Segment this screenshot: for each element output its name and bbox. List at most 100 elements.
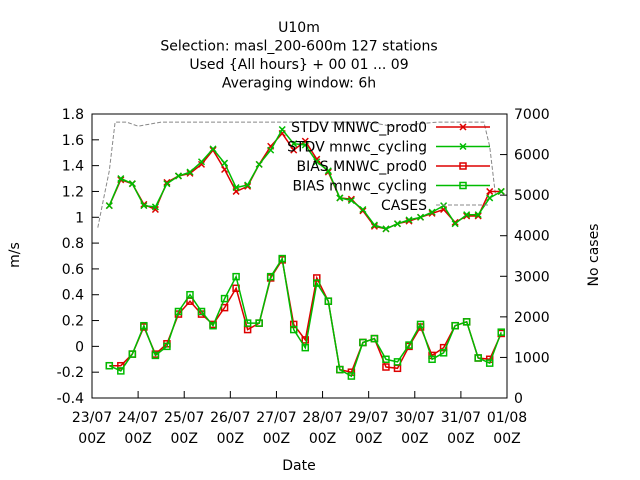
y2-tick-label: 4000 xyxy=(514,229,550,245)
data-point-marker xyxy=(336,194,344,202)
data-point-marker xyxy=(174,307,183,316)
series-stdv-mnwc-cycling xyxy=(105,125,505,233)
data-point-marker xyxy=(209,145,217,153)
title-line: Used {All hours} + 00 01 ... 09 xyxy=(189,57,408,73)
legend-label: BIAS mnwc_cycling xyxy=(292,179,427,195)
y-tick-label: 1 xyxy=(75,210,84,226)
x-tick-label-date: 01/08 xyxy=(487,410,527,426)
x-tick-label-date: 29/07 xyxy=(348,410,388,426)
y2-axis-label: No cases xyxy=(586,224,602,287)
data-point-marker xyxy=(209,321,217,330)
data-point-marker xyxy=(301,336,310,344)
x-tick-label-hour: 00Z xyxy=(355,431,382,447)
legend-label: STDV MNWC_prod0 xyxy=(291,120,427,136)
data-point-marker xyxy=(417,213,425,221)
data-point-marker xyxy=(428,208,436,216)
data-point-marker xyxy=(463,211,471,219)
data-point-marker xyxy=(186,168,194,176)
data-point-marker xyxy=(497,187,505,195)
plot-frame xyxy=(91,113,508,399)
data-point-marker xyxy=(382,225,390,233)
x-tick-label-hour: 00Z xyxy=(401,431,428,447)
y-axis-label: m/s xyxy=(7,242,23,268)
y2-tick-label: 5000 xyxy=(514,188,550,204)
data-point-marker xyxy=(163,180,171,188)
chart-title: U10m Selection: masl_200-600m 127 station… xyxy=(160,20,437,92)
data-point-marker xyxy=(459,181,467,190)
plot-axes: -0.4 -0.2 0 0.2 0.4 0.6 0.8 1 1.2 1.4 1.6 1.8 0 1000 2… xyxy=(57,107,550,447)
data-point-marker xyxy=(393,358,402,366)
data-point-marker xyxy=(244,182,252,190)
data-point-marker xyxy=(117,367,125,375)
x-tick-label-hour: 00Z xyxy=(78,431,105,447)
data-point-marker xyxy=(232,184,240,192)
data-point-marker xyxy=(163,178,171,186)
data-point-marker xyxy=(267,146,275,154)
data-point-marker xyxy=(462,318,471,326)
data-point-marker xyxy=(313,279,321,287)
x-tick-label-date: 25/07 xyxy=(164,410,204,426)
data-point-marker xyxy=(451,220,459,228)
x-axis-label: Date xyxy=(282,458,315,474)
data-point-marker xyxy=(336,365,344,374)
data-point-marker xyxy=(485,359,494,367)
y-tick-label: 0.6 xyxy=(62,262,84,278)
data-point-marker xyxy=(105,202,113,210)
data-point-marker xyxy=(243,319,252,327)
data-point-marker xyxy=(459,162,467,170)
data-point-marker xyxy=(186,169,194,177)
x-tick-label-hour: 00Z xyxy=(217,431,244,447)
y2-tick-label: 3000 xyxy=(514,269,550,285)
data-point-marker xyxy=(301,343,310,352)
title-line: U10m xyxy=(278,20,320,36)
data-point-marker xyxy=(370,334,379,343)
data-point-marker xyxy=(255,160,263,168)
data-point-marker xyxy=(105,361,114,370)
data-point-marker xyxy=(313,158,321,166)
data-point-marker xyxy=(140,321,148,330)
series-bias-mnwc-cycling xyxy=(105,254,505,380)
title-line: Selection: masl_200-600m 127 stations xyxy=(160,39,437,55)
legend: STDV MNWC_prod0 STDV mnwc_cycling BIAS MNW… xyxy=(287,120,490,214)
y2-tick-label: 6000 xyxy=(514,148,550,164)
legend-label: CASES xyxy=(381,198,427,214)
series-line xyxy=(97,121,496,228)
data-point-marker xyxy=(220,294,229,303)
data-point-marker xyxy=(370,222,378,230)
data-point-marker xyxy=(174,172,182,180)
data-point-marker xyxy=(459,123,467,131)
legend-label: STDV mnwc_cycling xyxy=(287,140,427,156)
data-point-marker xyxy=(290,140,298,148)
x-tick-label-date: 31/07 xyxy=(441,410,481,426)
data-point-marker xyxy=(382,363,390,371)
y-tick-label: 0.8 xyxy=(62,236,84,252)
data-point-marker xyxy=(128,350,137,358)
y-tick-label: 0.2 xyxy=(62,314,84,330)
data-point-marker xyxy=(486,187,494,195)
data-point-marker xyxy=(197,158,206,166)
x-tick-label-hour: 00Z xyxy=(447,431,474,447)
data-point-marker xyxy=(221,159,229,167)
x-tick-label-date: 28/07 xyxy=(302,410,342,426)
data-point-marker xyxy=(151,203,159,211)
y-tick-label: 0 xyxy=(75,339,84,355)
data-point-marker xyxy=(197,160,206,168)
data-point-marker xyxy=(313,274,321,282)
y-tick-label: 1.8 xyxy=(62,107,84,123)
y-tick-label: 1.2 xyxy=(62,184,84,200)
data-point-marker xyxy=(416,320,425,329)
data-point-marker xyxy=(370,221,378,229)
y-tick-label: 0.4 xyxy=(62,288,84,304)
data-point-marker xyxy=(197,307,206,316)
x-tick-label-hour: 00Z xyxy=(263,431,290,447)
series-line xyxy=(108,256,502,378)
data-point-marker xyxy=(451,321,459,330)
data-point-marker xyxy=(278,125,286,134)
data-point-marker xyxy=(140,202,148,210)
data-point-marker xyxy=(382,355,390,364)
x-tick-label-date: 23/07 xyxy=(72,410,112,426)
x-tick-label-date: 26/07 xyxy=(210,410,250,426)
series-bias-mnwc-prod0 xyxy=(105,256,505,376)
title-line: Averaging window: 6h xyxy=(222,76,376,92)
